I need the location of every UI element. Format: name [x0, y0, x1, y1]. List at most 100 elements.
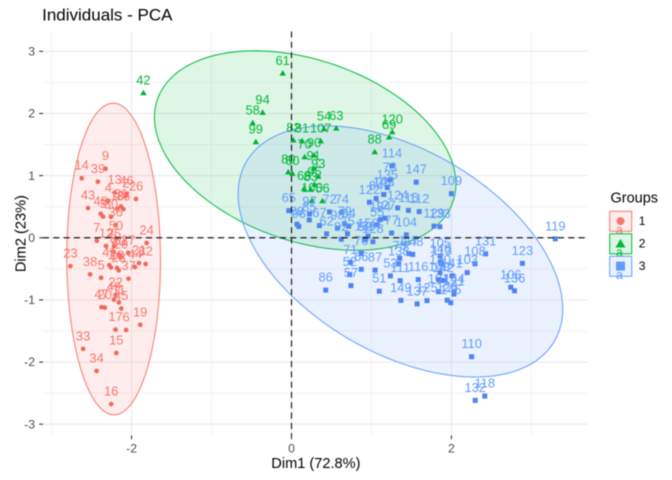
svg-text:32: 32: [138, 244, 152, 259]
svg-text:26: 26: [129, 179, 143, 194]
svg-text:50: 50: [109, 218, 123, 233]
svg-text:141: 141: [441, 255, 463, 270]
svg-text:25: 25: [107, 226, 121, 241]
svg-text:17: 17: [108, 309, 122, 324]
svg-text:Dim2 (23%): Dim2 (23%): [13, 195, 29, 272]
svg-text:125: 125: [416, 280, 438, 295]
svg-text:149: 149: [390, 280, 412, 295]
svg-text:97: 97: [302, 193, 316, 208]
svg-text:24: 24: [139, 223, 153, 238]
svg-text:87: 87: [368, 250, 382, 265]
svg-text:Individuals - PCA: Individuals - PCA: [42, 5, 173, 24]
svg-text:102: 102: [373, 174, 395, 189]
svg-text:59: 59: [358, 219, 372, 234]
svg-text:11: 11: [112, 282, 125, 297]
svg-text:123: 123: [512, 243, 534, 258]
svg-text:40: 40: [111, 234, 125, 249]
svg-text:Groups: Groups: [611, 190, 659, 206]
svg-text:96: 96: [292, 206, 306, 221]
svg-text:56: 56: [315, 181, 329, 196]
svg-text:143: 143: [373, 174, 395, 189]
svg-text:35: 35: [116, 189, 130, 204]
svg-text:82: 82: [286, 120, 300, 135]
svg-text:57: 57: [344, 265, 358, 280]
svg-text:2: 2: [639, 237, 646, 251]
svg-text:85: 85: [302, 199, 316, 214]
svg-text:14: 14: [75, 158, 89, 173]
svg-text:116: 116: [408, 259, 429, 274]
svg-text:129: 129: [423, 206, 445, 221]
svg-text:146: 146: [430, 241, 452, 256]
svg-text:128: 128: [362, 221, 384, 236]
svg-text:67: 67: [312, 205, 326, 220]
svg-text:124: 124: [387, 187, 409, 202]
svg-text:72: 72: [322, 191, 336, 206]
svg-text:66: 66: [354, 249, 368, 264]
svg-text:Dim1 (72.8%): Dim1 (72.8%): [271, 456, 360, 472]
svg-text:145: 145: [440, 282, 462, 297]
svg-text:48: 48: [94, 193, 108, 208]
svg-text:78: 78: [393, 238, 407, 253]
svg-text:0: 0: [28, 231, 35, 245]
svg-text:139: 139: [354, 218, 376, 233]
svg-text:126: 126: [436, 280, 458, 295]
svg-text:76: 76: [354, 233, 368, 248]
svg-text:12: 12: [99, 226, 113, 241]
svg-text:2: 2: [122, 176, 129, 191]
svg-text:130: 130: [429, 252, 451, 267]
svg-text:88: 88: [368, 132, 382, 147]
svg-text:74: 74: [335, 192, 349, 207]
svg-text:58: 58: [246, 103, 260, 118]
svg-text:21: 21: [132, 243, 146, 258]
svg-text:60: 60: [285, 153, 299, 168]
svg-text:3: 3: [100, 196, 107, 211]
svg-text:27: 27: [121, 232, 135, 247]
svg-text:45: 45: [114, 288, 128, 303]
svg-text:8: 8: [110, 231, 117, 246]
svg-text:94: 94: [255, 92, 269, 107]
svg-text:46: 46: [119, 173, 133, 188]
svg-text:2: 2: [28, 107, 35, 121]
svg-text:120: 120: [381, 112, 403, 127]
svg-text:0: 0: [288, 442, 295, 456]
svg-text:68: 68: [297, 168, 311, 183]
svg-text:93: 93: [311, 156, 325, 171]
svg-text:77: 77: [384, 213, 398, 228]
svg-text:a: a: [616, 223, 623, 237]
svg-text:9: 9: [102, 148, 109, 163]
svg-text:20: 20: [98, 287, 112, 302]
svg-text:31: 31: [114, 186, 128, 201]
svg-text:148: 148: [402, 234, 424, 249]
svg-text:135: 135: [377, 167, 399, 182]
svg-text:70: 70: [297, 137, 311, 152]
svg-text:134: 134: [370, 199, 392, 214]
svg-text:122: 122: [359, 182, 381, 197]
svg-text:19: 19: [133, 304, 147, 319]
svg-text:90: 90: [307, 135, 321, 150]
svg-text:-1: -1: [24, 293, 35, 307]
svg-text:a: a: [616, 268, 623, 282]
svg-text:71: 71: [343, 242, 357, 257]
svg-text:47: 47: [94, 287, 108, 302]
svg-text:131: 131: [475, 233, 497, 248]
svg-text:36: 36: [108, 205, 122, 220]
svg-text:-2: -2: [126, 442, 137, 456]
svg-text:136: 136: [504, 270, 526, 285]
svg-text:65: 65: [282, 190, 296, 205]
svg-text:-3: -3: [24, 417, 35, 431]
svg-text:83: 83: [304, 169, 318, 184]
svg-text:103: 103: [456, 252, 478, 267]
svg-text:1: 1: [28, 169, 35, 183]
svg-text:98: 98: [330, 208, 344, 223]
svg-text:119: 119: [545, 218, 566, 233]
svg-text:121: 121: [443, 274, 465, 289]
svg-text:79: 79: [337, 203, 351, 218]
svg-text:113: 113: [431, 243, 452, 258]
svg-text:55: 55: [370, 204, 384, 219]
svg-text:140: 140: [428, 259, 450, 274]
svg-text:23: 23: [63, 246, 77, 261]
svg-text:33: 33: [76, 328, 90, 343]
svg-text:105: 105: [430, 236, 452, 251]
svg-text:127: 127: [374, 198, 396, 213]
svg-text:150: 150: [357, 216, 379, 231]
